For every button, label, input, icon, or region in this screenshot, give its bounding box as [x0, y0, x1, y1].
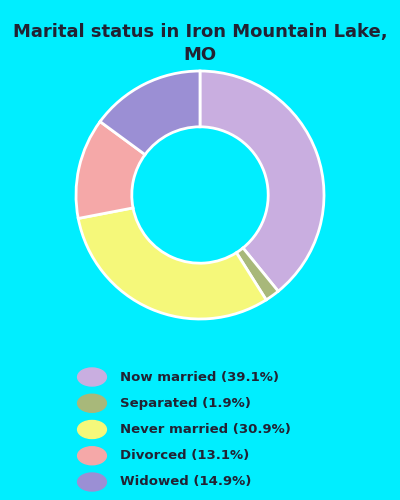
Text: Widowed (14.9%): Widowed (14.9%) [120, 476, 251, 488]
Ellipse shape [78, 447, 106, 465]
Wedge shape [200, 71, 324, 291]
Ellipse shape [78, 368, 106, 386]
Wedge shape [100, 71, 200, 154]
Wedge shape [76, 122, 145, 218]
Text: Never married (30.9%): Never married (30.9%) [120, 423, 291, 436]
Text: Divorced (13.1%): Divorced (13.1%) [120, 449, 249, 462]
Ellipse shape [78, 473, 106, 491]
Wedge shape [78, 208, 266, 319]
Text: Now married (39.1%): Now married (39.1%) [120, 370, 279, 384]
Ellipse shape [78, 394, 106, 412]
Wedge shape [236, 248, 278, 300]
Text: Marital status in Iron Mountain Lake,
MO: Marital status in Iron Mountain Lake, MO [13, 22, 387, 64]
Text: Separated (1.9%): Separated (1.9%) [120, 397, 251, 410]
Ellipse shape [78, 420, 106, 438]
